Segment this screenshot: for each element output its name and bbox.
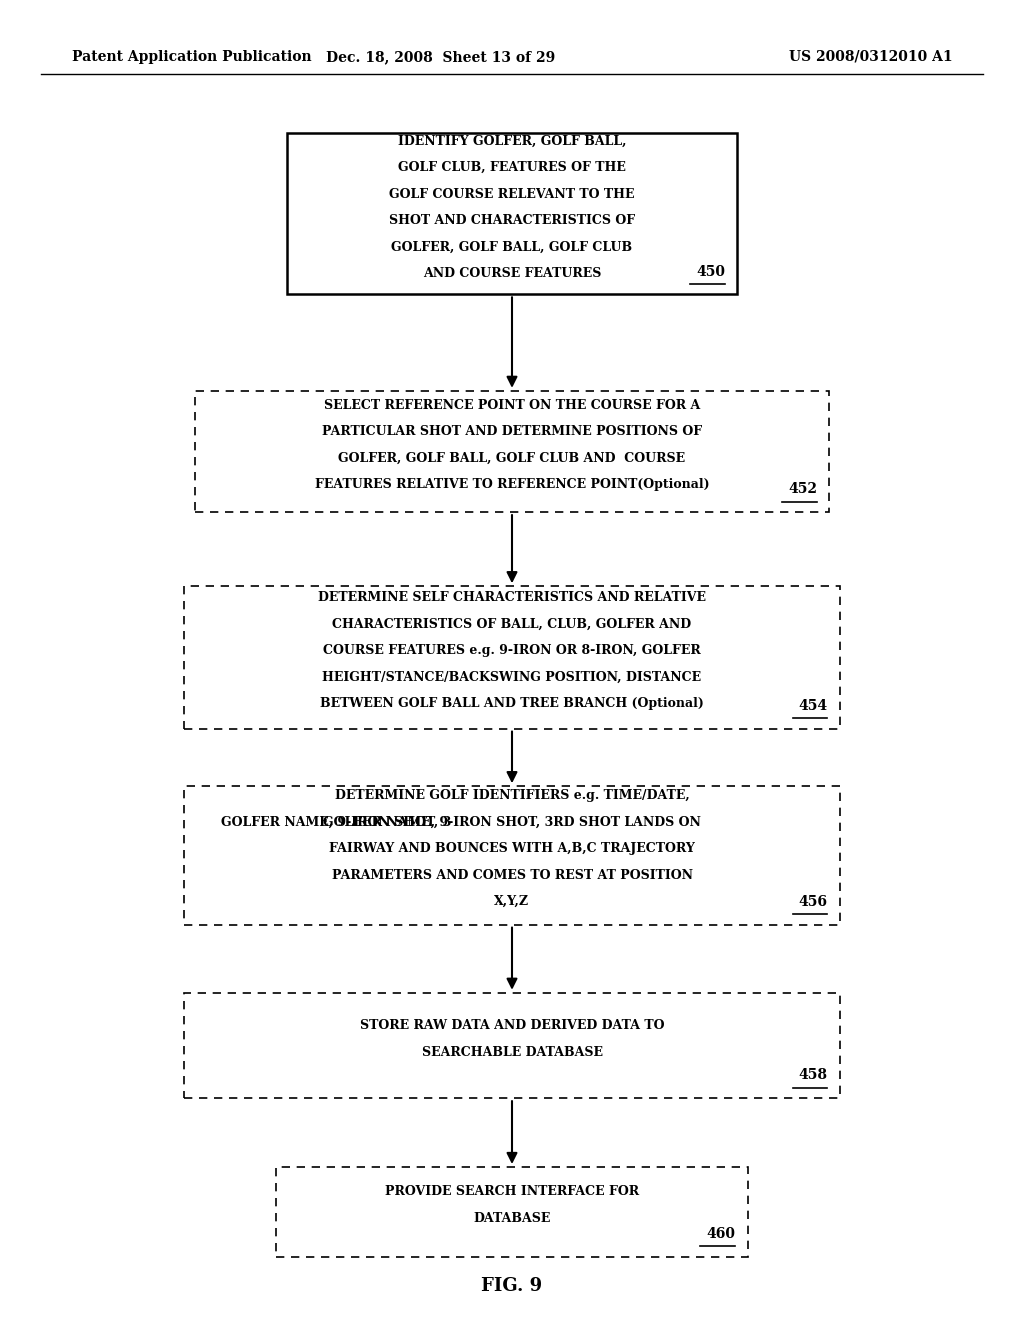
Text: GOLFER, GOLF BALL, GOLF CLUB AND  COURSE: GOLFER, GOLF BALL, GOLF CLUB AND COURSE xyxy=(339,451,685,465)
Bar xyxy=(184,787,840,924)
Text: GOLFER NAME, 9-IRON SHOT, 3RD SHOT LANDS ON: GOLFER NAME, 9-IRON SHOT, 3RD SHOT LANDS… xyxy=(323,816,701,829)
Bar xyxy=(195,391,829,512)
Text: Patent Application Publication: Patent Application Publication xyxy=(72,50,311,63)
Text: X,Y,Z: X,Y,Z xyxy=(495,895,529,908)
Text: FIG. 9: FIG. 9 xyxy=(481,1276,543,1295)
Text: GOLFER NAME, 9-IRON SHOT, 3RD SHOT LANDS ON: GOLFER NAME, 9-IRON SHOT, 3RD SHOT LANDS… xyxy=(323,816,701,829)
Text: STORE RAW DATA AND DERIVED DATA TO: STORE RAW DATA AND DERIVED DATA TO xyxy=(359,1019,665,1032)
Text: Dec. 18, 2008  Sheet 13 of 29: Dec. 18, 2008 Sheet 13 of 29 xyxy=(326,50,555,63)
Text: FEATURES RELATIVE TO REFERENCE POINT(Optional): FEATURES RELATIVE TO REFERENCE POINT(Opt… xyxy=(314,478,710,491)
Text: SEARCHABLE DATABASE: SEARCHABLE DATABASE xyxy=(422,1045,602,1059)
Text: GOLFER, GOLF BALL, GOLF CLUB: GOLFER, GOLF BALL, GOLF CLUB xyxy=(391,240,633,253)
Text: US 2008/0312010 A1: US 2008/0312010 A1 xyxy=(788,50,952,63)
Bar xyxy=(287,133,737,294)
Text: PARTICULAR SHOT AND DETERMINE POSITIONS OF: PARTICULAR SHOT AND DETERMINE POSITIONS … xyxy=(322,425,702,438)
Text: DETERMINE SELF CHARACTERISTICS AND RELATIVE: DETERMINE SELF CHARACTERISTICS AND RELAT… xyxy=(318,591,706,605)
Text: GOLF CLUB, FEATURES OF THE: GOLF CLUB, FEATURES OF THE xyxy=(398,161,626,174)
Text: 454: 454 xyxy=(799,698,827,713)
Bar xyxy=(184,586,840,729)
Text: 460: 460 xyxy=(707,1226,735,1241)
Text: 452: 452 xyxy=(788,482,817,496)
Text: DATABASE: DATABASE xyxy=(473,1212,551,1225)
Text: CHARACTERISTICS OF BALL, CLUB, GOLFER AND: CHARACTERISTICS OF BALL, CLUB, GOLFER AN… xyxy=(333,618,691,631)
Text: IDENTIFY GOLFER, GOLF BALL,: IDENTIFY GOLFER, GOLF BALL, xyxy=(397,135,627,148)
Text: DETERMINE GOLF IDENTIFIERS e.g. TIME/DATE,: DETERMINE GOLF IDENTIFIERS e.g. TIME/DAT… xyxy=(335,789,689,803)
Text: HEIGHT/STANCE/BACKSWING POSITION, DISTANCE: HEIGHT/STANCE/BACKSWING POSITION, DISTAN… xyxy=(323,671,701,684)
Text: 456: 456 xyxy=(799,895,827,908)
Text: 458: 458 xyxy=(799,1068,827,1082)
Text: PROVIDE SEARCH INTERFACE FOR: PROVIDE SEARCH INTERFACE FOR xyxy=(385,1185,639,1199)
Text: GOLFER NAME, 9-IRON SHOT, 3: GOLFER NAME, 9-IRON SHOT, 3 xyxy=(221,816,451,829)
Text: SHOT AND CHARACTERISTICS OF: SHOT AND CHARACTERISTICS OF xyxy=(389,214,635,227)
Bar xyxy=(276,1167,748,1257)
Text: GOLF COURSE RELEVANT TO THE: GOLF COURSE RELEVANT TO THE xyxy=(389,187,635,201)
Text: BETWEEN GOLF BALL AND TREE BRANCH (Optional): BETWEEN GOLF BALL AND TREE BRANCH (Optio… xyxy=(321,697,703,710)
Text: FAIRWAY AND BOUNCES WITH A,B,C TRAJECTORY: FAIRWAY AND BOUNCES WITH A,B,C TRAJECTOR… xyxy=(329,842,695,855)
Text: 450: 450 xyxy=(696,264,725,279)
Bar xyxy=(184,993,840,1098)
Text: COURSE FEATURES e.g. 9-IRON OR 8-IRON, GOLFER: COURSE FEATURES e.g. 9-IRON OR 8-IRON, G… xyxy=(324,644,700,657)
Text: AND COURSE FEATURES: AND COURSE FEATURES xyxy=(423,267,601,280)
Text: PARAMETERS AND COMES TO REST AT POSITION: PARAMETERS AND COMES TO REST AT POSITION xyxy=(332,869,692,882)
Text: SELECT REFERENCE POINT ON THE COURSE FOR A: SELECT REFERENCE POINT ON THE COURSE FOR… xyxy=(324,399,700,412)
